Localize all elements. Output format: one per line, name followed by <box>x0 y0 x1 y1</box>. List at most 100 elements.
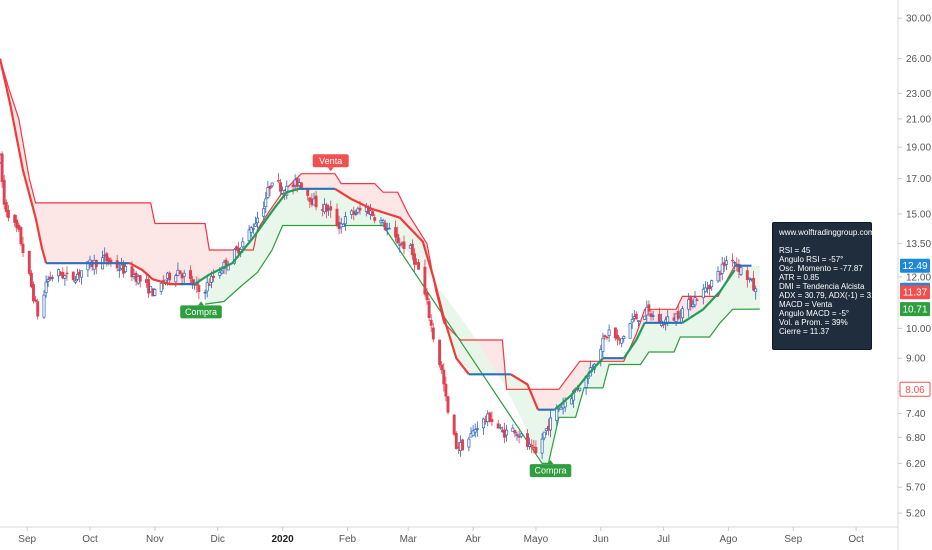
candle <box>373 213 377 224</box>
y-tick-label: 12.00 <box>906 273 931 284</box>
candle <box>343 211 347 231</box>
candle <box>203 289 207 300</box>
info-line: Angulo RSI = -57° <box>779 255 844 264</box>
candle <box>720 257 724 281</box>
candle <box>247 225 251 242</box>
candle <box>159 281 163 295</box>
buy-signal-marker[interactable]: Compra <box>529 460 572 478</box>
candle <box>73 276 77 285</box>
info-line: ADX = 30.79, ADX(-1) = 31.82 <box>779 291 887 300</box>
candle <box>710 279 714 291</box>
candle <box>452 414 456 437</box>
price-badge-label: 10.71 <box>902 305 927 316</box>
candle <box>513 429 517 438</box>
y-tick-label: 5.20 <box>906 509 926 520</box>
candle <box>396 226 400 244</box>
candle <box>189 265 192 284</box>
candle <box>473 423 477 438</box>
y-tick-label: 17.00 <box>906 174 931 185</box>
candle <box>46 275 50 287</box>
candle <box>42 290 46 319</box>
candle <box>601 332 605 358</box>
candles <box>0 151 758 460</box>
candle <box>15 215 19 233</box>
y-tick-label: 30.00 <box>906 14 931 25</box>
candle <box>291 180 295 195</box>
candle <box>490 411 494 426</box>
candle <box>607 324 611 342</box>
price-badge-label: 8.06 <box>905 385 925 396</box>
candle <box>431 323 435 343</box>
candle <box>634 311 638 320</box>
candle <box>467 436 471 452</box>
candle <box>752 270 756 292</box>
candle <box>205 275 209 298</box>
candle <box>745 267 749 288</box>
buy-signal-marker[interactable]: Compra <box>180 301 222 319</box>
candle <box>613 327 617 341</box>
price-badge: 11.37 <box>900 285 930 300</box>
x-tick-label: Abr <box>465 534 481 545</box>
candle <box>693 291 697 308</box>
upper-band-line <box>0 58 752 390</box>
info-website: www.wolftradinggroup.com <box>779 228 875 237</box>
trend-lines <box>0 58 752 411</box>
y-tick-label: 15.00 <box>906 209 931 220</box>
candle <box>325 202 328 219</box>
trend-segment <box>681 269 736 324</box>
candle <box>454 431 458 450</box>
candle <box>429 314 433 333</box>
candle <box>281 186 285 196</box>
candle <box>695 298 699 302</box>
lower-band-fill <box>205 188 760 464</box>
y-tick-label: 6.20 <box>906 459 926 470</box>
candle <box>630 313 634 329</box>
info-line: DMI = Tendencia Alcista <box>779 282 865 291</box>
info-line: Vol. a Prom. = 39% <box>779 318 848 327</box>
candle <box>65 266 69 281</box>
sell-signal-marker[interactable]: Venta <box>312 154 349 172</box>
signal-label: Venta <box>319 156 342 166</box>
candle <box>29 269 33 289</box>
x-tick-label: 2020 <box>271 534 294 545</box>
candle <box>515 431 519 441</box>
candle <box>754 285 758 300</box>
x-tick-label: Dic <box>210 534 224 545</box>
info-line: ATR = 0.85 <box>779 273 820 282</box>
trend-segment <box>622 322 646 359</box>
candle <box>718 270 722 282</box>
lower-band-line <box>205 224 760 464</box>
candle <box>438 339 442 368</box>
signal-markers: Venta Compra Compra <box>180 154 572 478</box>
price-badge: 12.49 <box>900 258 930 273</box>
candle <box>542 431 546 441</box>
candle <box>153 288 157 297</box>
time-axis[interactable]: Sep Oct Nov Dic 2020 Feb Mar Abr Mayo Jun Jul Ago Se… <box>18 527 864 545</box>
candle <box>341 222 345 227</box>
candle <box>387 222 391 230</box>
info-line: RSI = 45 <box>779 246 811 255</box>
candle <box>511 424 515 432</box>
candle <box>383 219 387 232</box>
candle <box>27 250 31 276</box>
candle <box>50 274 54 282</box>
x-tick-label: Mar <box>400 534 418 545</box>
price-axis[interactable]: 30.00 26.00 23.00 21.00 19.00 17.00 15.00 13.50… <box>898 14 931 520</box>
candle <box>442 363 446 392</box>
candle <box>262 201 266 221</box>
candle <box>381 218 385 225</box>
candle <box>264 192 268 213</box>
candle <box>356 206 360 215</box>
candle <box>207 278 211 286</box>
candle <box>138 274 142 288</box>
candle <box>427 298 431 322</box>
info-spacer <box>779 237 865 246</box>
candle <box>517 430 521 444</box>
candle <box>747 277 751 283</box>
x-tick-label: Sep <box>784 534 802 545</box>
y-tick-label: 9.00 <box>906 354 926 365</box>
candle <box>249 226 253 238</box>
trend-segment <box>553 357 604 411</box>
